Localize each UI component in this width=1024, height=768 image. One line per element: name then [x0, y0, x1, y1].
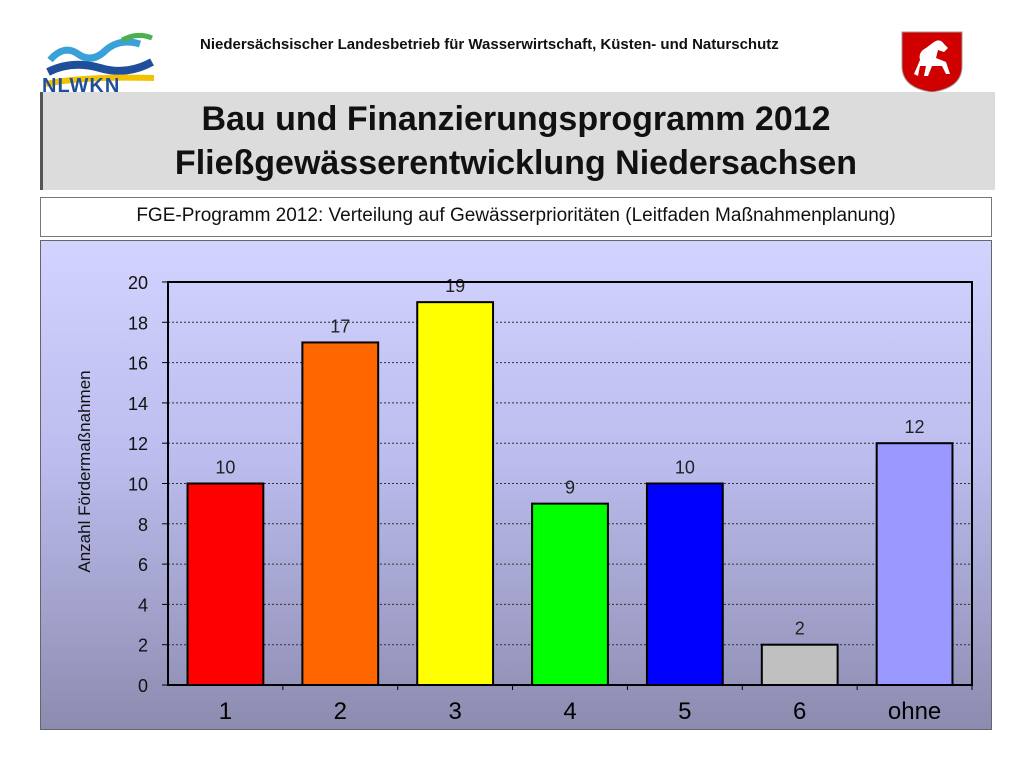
nlwkn-logo [42, 30, 162, 92]
title-background [40, 92, 995, 190]
bar [416, 301, 495, 686]
slide-title-line-1: Bau und Finanzierungsprogramm 2012 [201, 100, 831, 138]
data-label: 10 [675, 458, 695, 478]
bar [645, 482, 724, 686]
data-label: 9 [565, 478, 575, 498]
data-label: 12 [905, 417, 925, 437]
plot-frame [167, 281, 973, 686]
x-tick-label: 4 [563, 698, 576, 725]
y-tick-label: 10 [128, 475, 148, 495]
y-tick-label: 8 [138, 515, 148, 535]
y-tick-label: 0 [138, 676, 148, 696]
x-tick-label: 5 [678, 698, 691, 725]
y-axis-label: Anzahl Fördermaßnahmen [75, 370, 94, 572]
x-tick-label: 1 [219, 698, 232, 725]
y-tick-label: 20 [128, 273, 148, 293]
bar [301, 341, 380, 686]
y-tick-label: 16 [128, 354, 148, 374]
coat-of-arms-icon [900, 30, 964, 94]
x-tick-label: 3 [448, 698, 461, 725]
y-tick-label: 4 [138, 595, 148, 615]
data-label: 19 [445, 276, 465, 296]
y-tick-label: 6 [138, 555, 148, 575]
chart-subtitle: FGE-Programm 2012: Verteilung auf Gewäss… [136, 205, 896, 226]
slide-title-line-2: Fließgewässerentwicklung Niedersachsen [174, 144, 858, 182]
x-tick-label: 2 [334, 698, 347, 725]
subtitle-box [40, 197, 992, 237]
organization-name: Niedersächsischer Landesbetrieb für Wass… [200, 36, 779, 53]
bar [531, 502, 609, 686]
slide-title: Bau und Finanzierungsprogramm 2012 Fließ… [40, 97, 992, 185]
data-label: 17 [330, 316, 350, 336]
x-tick-label: 6 [793, 698, 806, 725]
y-tick-label: 2 [138, 636, 148, 656]
y-tick-label: 12 [128, 434, 148, 454]
data-label: 10 [215, 458, 235, 478]
x-tick-label: ohne [888, 698, 941, 725]
y-tick-label: 14 [128, 394, 148, 414]
logo-text: NLWKN [42, 75, 121, 97]
bar [760, 643, 839, 687]
bar [186, 482, 265, 686]
data-label: 2 [795, 619, 805, 639]
bar [875, 442, 954, 687]
y-tick-label: 18 [128, 313, 148, 333]
